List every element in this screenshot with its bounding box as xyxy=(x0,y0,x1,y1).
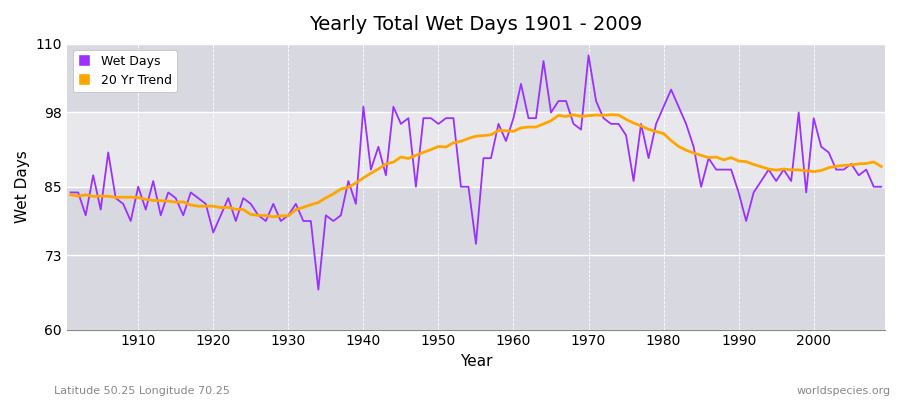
Wet Days xyxy=(583,53,594,58)
Y-axis label: Wet Days: Wet Days xyxy=(15,150,30,223)
Wet Days xyxy=(343,179,354,184)
Bar xyxy=(67,187,885,330)
20 Yr Trend xyxy=(613,113,624,118)
X-axis label: Year: Year xyxy=(460,354,492,369)
Wet Days xyxy=(291,202,302,206)
Legend: Wet Days, 20 Yr Trend: Wet Days, 20 Yr Trend xyxy=(73,50,176,92)
Text: Latitude 50.25 Longitude 70.25: Latitude 50.25 Longitude 70.25 xyxy=(54,386,230,396)
20 Yr Trend xyxy=(125,195,136,200)
20 Yr Trend xyxy=(508,129,519,134)
20 Yr Trend xyxy=(343,185,354,190)
Wet Days xyxy=(508,116,519,120)
20 Yr Trend xyxy=(876,164,886,169)
20 Yr Trend xyxy=(66,192,77,197)
20 Yr Trend xyxy=(568,112,579,117)
Wet Days xyxy=(313,287,324,292)
Wet Days xyxy=(876,184,886,189)
Line: 20 Yr Trend: 20 Yr Trend xyxy=(71,115,881,217)
Wet Days xyxy=(125,219,136,224)
20 Yr Trend xyxy=(268,214,279,219)
20 Yr Trend xyxy=(516,126,526,130)
Line: Wet Days: Wet Days xyxy=(71,55,881,290)
Wet Days xyxy=(613,122,624,126)
Bar xyxy=(67,44,885,112)
Wet Days xyxy=(516,82,526,86)
Text: worldspecies.org: worldspecies.org xyxy=(796,386,891,396)
20 Yr Trend xyxy=(298,205,309,210)
Wet Days xyxy=(66,190,77,195)
Title: Yearly Total Wet Days 1901 - 2009: Yearly Total Wet Days 1901 - 2009 xyxy=(310,15,643,34)
